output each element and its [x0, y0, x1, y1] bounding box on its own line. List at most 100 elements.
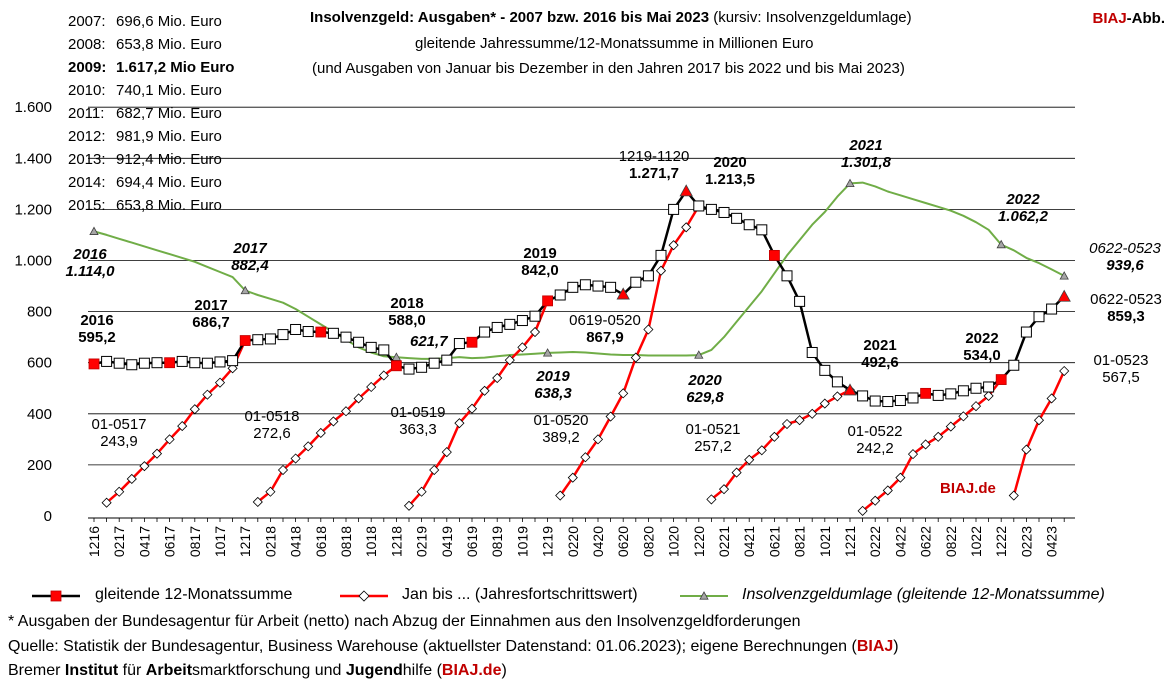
- yearly-total-value: 1.617,2 Mio Euro: [116, 59, 235, 76]
- ytd-point: [920, 439, 931, 450]
- rolling-point: [857, 390, 869, 402]
- legend-levy: Insolvenzgeldumlage (gleitende 12-Monats…: [742, 586, 1105, 603]
- title-bold: Insolvenzgeld: Ausgaben* - 2007 bzw. 201…: [310, 9, 710, 26]
- levy-point: [694, 350, 704, 359]
- rolling-point: [201, 357, 213, 369]
- y-tick-label: 800: [27, 304, 52, 321]
- rolling-point: [1057, 289, 1071, 302]
- ytd-point: [151, 448, 163, 459]
- rolling-point: [882, 396, 894, 408]
- ytd-point: [454, 418, 465, 429]
- legend-levy-marker: [699, 591, 709, 600]
- y-tick-label: 200: [27, 457, 52, 474]
- levy-label-0622-0523: 0622-0523 939,6: [1089, 240, 1161, 274]
- yearly-total-row: 2012: 981,9 Mio. Euro: [68, 128, 222, 145]
- x-axis: 1216 0217 0417 0617 0817 1017 1217 0218 0418 0618…: [86, 517, 1075, 557]
- x-tick-label: 0422: [892, 526, 908, 557]
- y-tick-label: 400: [27, 406, 52, 423]
- ytd-point: [303, 441, 314, 452]
- levy-point: [240, 285, 250, 295]
- ytd-point: [366, 381, 377, 393]
- rolling-point: [302, 326, 314, 338]
- rolling-point: [756, 224, 768, 236]
- rolling-point: [1046, 303, 1058, 315]
- ytd-point: [126, 473, 137, 485]
- rolling-point: [705, 203, 717, 215]
- x-tick-label: 0217: [111, 526, 127, 557]
- rolling-point: [176, 355, 188, 367]
- x-tick-label: 0819: [489, 526, 505, 557]
- rolling-point: [945, 388, 957, 400]
- ytd-point: [517, 342, 528, 353]
- ytd-point: [819, 398, 830, 409]
- rolling-point: [327, 327, 339, 339]
- rolling-point: [932, 389, 944, 401]
- yearly-total-year: 2014:: [68, 174, 106, 191]
- x-tick-label: 0820: [640, 526, 656, 557]
- rolling-point: [1008, 359, 1020, 371]
- x-tick-label: 0219: [414, 526, 430, 557]
- levy-label-2017: 2017 882,4: [231, 240, 269, 274]
- yearly-total-year: 2015:: [68, 197, 106, 214]
- x-tick-label: 1022: [968, 526, 984, 557]
- series-levy: [89, 178, 1069, 361]
- label-2017: 2017 686,7: [192, 297, 230, 331]
- x-tick-label: 1218: [388, 526, 404, 557]
- yearly-total-row: 2009: 1.617,2 Mio Euro: [68, 59, 234, 76]
- rolling-point: [843, 383, 857, 396]
- rolling-point: [290, 323, 302, 335]
- label-2022: 2022 534,0: [963, 330, 1001, 364]
- rolling-point: [831, 376, 843, 388]
- x-tick-label: 1219: [540, 526, 556, 557]
- levy-label-2021: 2021 1.301,8: [840, 137, 892, 171]
- label-2020: 2020 1.213,5: [704, 154, 756, 188]
- ytd-point: [1008, 490, 1019, 501]
- ytd-point: [769, 431, 780, 442]
- rolling-point: [567, 281, 579, 293]
- label-01-0522: 01-0522 242,2: [847, 423, 903, 457]
- levy-label-2018: 621,7: [410, 333, 448, 350]
- y-tick-label: 600: [27, 355, 52, 372]
- x-tick-label: 0821: [792, 526, 808, 557]
- ytd-point: [1046, 393, 1057, 404]
- rolling-point: [315, 326, 327, 338]
- rolling-point: [466, 336, 478, 348]
- rolling-point: [579, 279, 591, 291]
- ytd-point: [756, 445, 767, 456]
- ytd-point: [592, 434, 604, 445]
- label-2018: 2018 588,0: [388, 295, 426, 329]
- rolling-point: [970, 382, 982, 394]
- levy-label-2022: 2022 1.062,2: [997, 191, 1049, 225]
- rolling-point: [983, 381, 995, 393]
- footnote: * Ausgaben der Bundesagentur für Arbeit …: [8, 613, 801, 630]
- rolling-point: [781, 270, 793, 282]
- ytd-point: [1021, 444, 1032, 455]
- yearly-total-value: 682,7 Mio. Euro: [116, 105, 222, 122]
- rolling-point: [151, 357, 163, 369]
- ytd-point: [781, 418, 793, 430]
- rolling-point: [441, 354, 453, 366]
- rolling-point: [542, 295, 553, 307]
- rolling-point: [239, 335, 251, 346]
- rolling-point: [113, 357, 125, 369]
- title-rest: (kursiv: Insolvenzgeldumlage): [713, 9, 912, 26]
- rolling-point: [819, 364, 831, 376]
- ytd-point: [328, 416, 339, 427]
- ytd-point: [731, 467, 742, 478]
- label-2021: 2021 492,6: [861, 337, 899, 371]
- x-tick-label: 0818: [338, 526, 354, 557]
- ytd-point: [744, 454, 755, 465]
- ytd-point: [177, 420, 188, 432]
- x-tick-label: 1021: [817, 526, 833, 557]
- rolling-point: [592, 280, 604, 292]
- ytd-point: [882, 485, 893, 496]
- x-tick-label: 1019: [514, 526, 530, 557]
- y-tick-label: 1.600: [14, 99, 52, 116]
- x-tick-label: 0223: [1018, 526, 1034, 557]
- x-tick-label: 0220: [565, 526, 581, 557]
- rolling-point: [378, 344, 390, 356]
- yearly-total-year: 2007:: [68, 13, 106, 30]
- x-tick-label: 1018: [363, 526, 379, 557]
- y-tick-label: 1.000: [14, 253, 52, 270]
- ytd-point: [630, 352, 641, 363]
